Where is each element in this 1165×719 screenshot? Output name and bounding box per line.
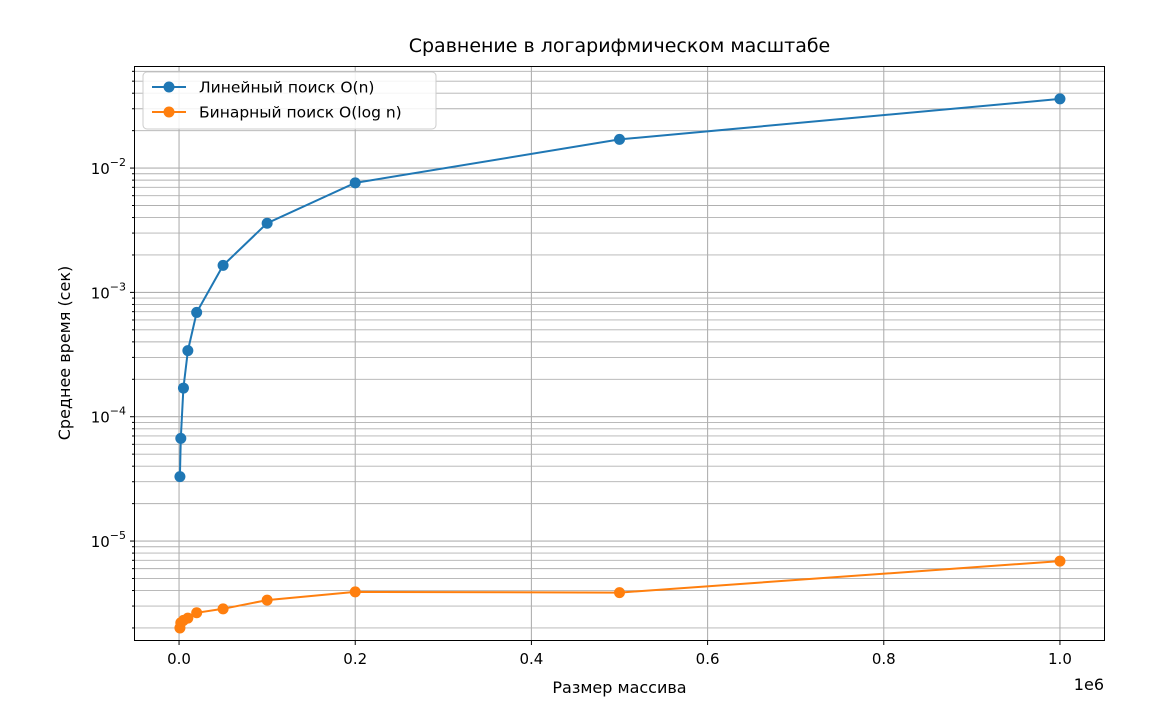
legend-box <box>142 71 437 130</box>
data-point <box>614 587 625 599</box>
data-point <box>349 586 361 598</box>
series-line-1 <box>178 97 1061 477</box>
data-point <box>1054 93 1066 105</box>
data-point <box>191 607 203 619</box>
data-point <box>1054 555 1066 567</box>
legend: Линейный поиск O(n) Бинарный поиск O(log … <box>142 71 437 130</box>
data-point <box>614 133 625 145</box>
legend-label: Бинарный поиск O(log n) <box>199 104 402 122</box>
chart-title: Сравнение в логарифмическом масштабе <box>409 35 831 57</box>
x-tick-label: 0.2 <box>343 650 367 668</box>
grid <box>135 67 1104 640</box>
data-point <box>174 471 186 483</box>
x-tick-label: 1.0 <box>1048 650 1072 668</box>
data-point <box>175 432 187 444</box>
data-point <box>191 306 203 318</box>
data-point <box>182 612 194 624</box>
y-axis-label: Среднее время (сек) <box>55 266 74 440</box>
data-point <box>182 345 194 357</box>
data-point <box>217 259 229 271</box>
x-axis-offset-label: 1e6 <box>1074 675 1104 694</box>
data-point <box>177 382 189 394</box>
series-group <box>174 93 1066 634</box>
x-axis-label: Размер массива <box>552 678 686 697</box>
data-point <box>261 217 273 229</box>
y-tick-label: 10−5 <box>91 529 126 551</box>
x-tick-label: 0.0 <box>167 650 191 668</box>
legend-marker <box>163 106 175 118</box>
data-point <box>261 594 273 606</box>
x-tick-label: 0.4 <box>519 650 543 668</box>
data-point <box>217 603 229 615</box>
legend-marker <box>163 81 175 93</box>
y-tick-label: 10−2 <box>91 156 126 178</box>
x-tick-label: 0.8 <box>872 650 896 668</box>
plot-frame <box>134 66 1105 641</box>
legend-label: Линейный поиск O(n) <box>199 79 374 97</box>
data-point <box>349 177 361 189</box>
y-tick-label: 10−4 <box>91 405 126 427</box>
y-tick-label: 10−3 <box>91 280 126 302</box>
x-tick-label: 0.6 <box>696 650 720 668</box>
axis-ticks: 0.0 0.2 0.4 0.6 0.8 1.0 10−5 10−4 10−3 10−2 <box>91 70 1072 668</box>
